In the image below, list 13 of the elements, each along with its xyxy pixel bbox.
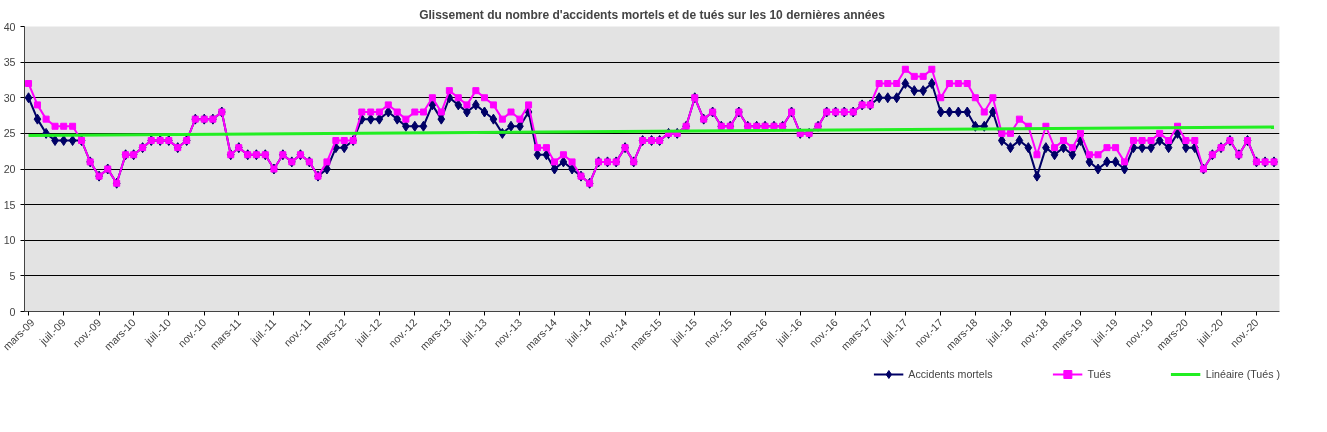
legend-label: Linéaire (Tués ) <box>1205 368 1280 380</box>
y-tick-label: 35 <box>3 56 16 69</box>
legend-label: Accidents mortels <box>908 368 993 380</box>
y-tick-label: 30 <box>3 91 16 104</box>
legend-label: Tués <box>1087 368 1111 380</box>
y-tick-label: 40 <box>3 20 16 33</box>
y-tick-label: 10 <box>3 234 16 247</box>
chart-title: Glissement du nombre d'accidents mortels et de tués sur les 10 dernières années <box>419 7 886 22</box>
y-tick-label: 20 <box>3 163 16 175</box>
y-tick-label: 25 <box>3 127 16 140</box>
y-tick-label: 15 <box>3 198 16 211</box>
y-tick-label: 0 <box>9 305 16 318</box>
y-tick-label: 5 <box>9 269 16 282</box>
